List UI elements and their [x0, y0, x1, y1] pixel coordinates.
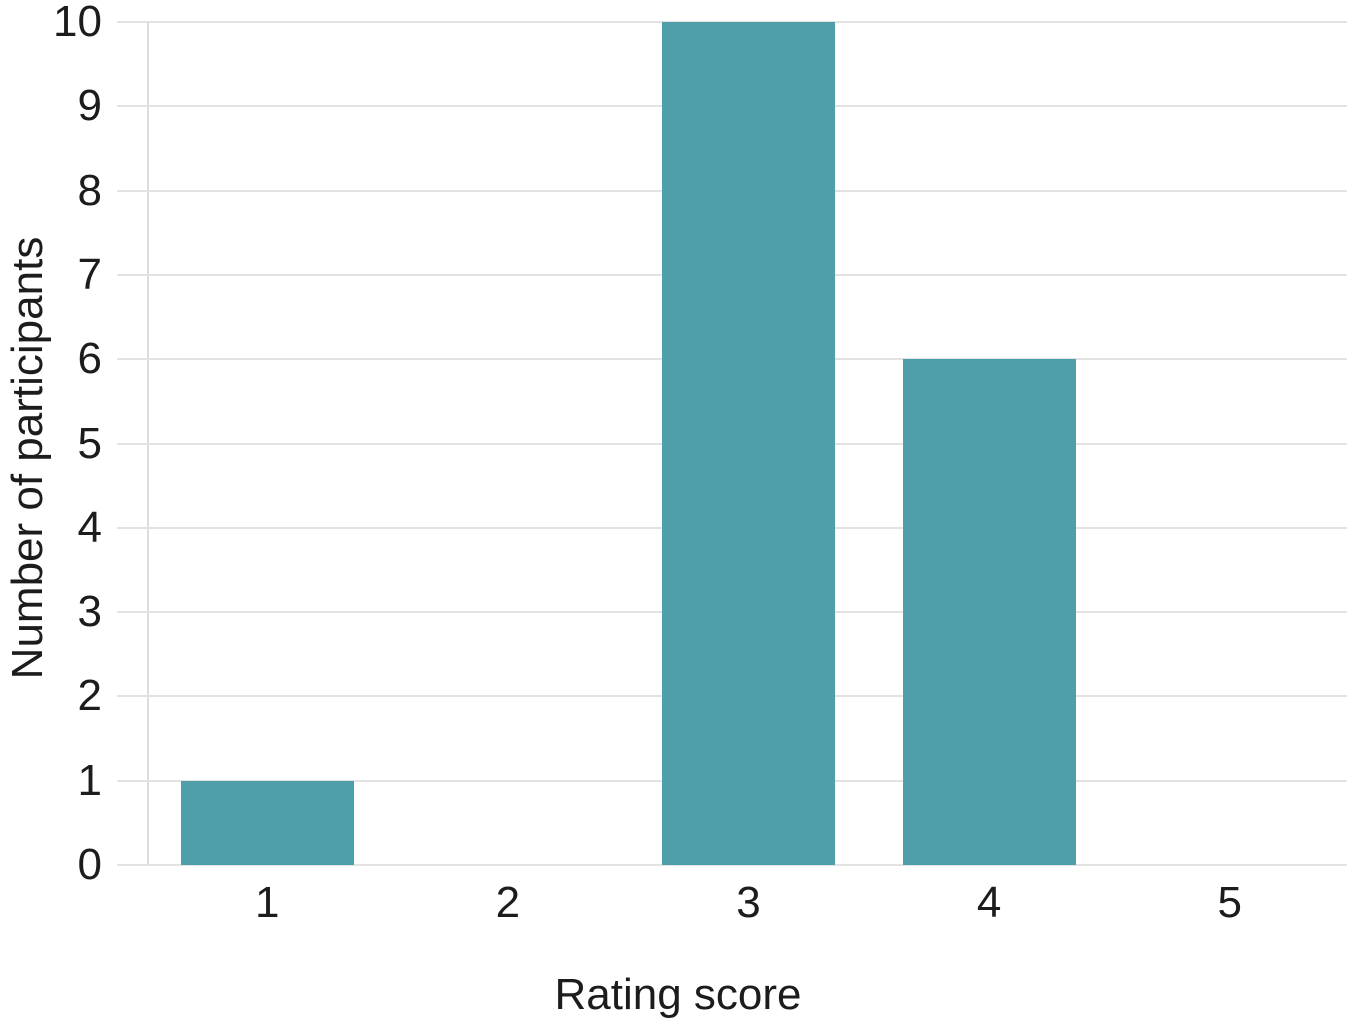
y-tick-label-4: 4 [77, 502, 102, 552]
y-axis-title: Number of participants [3, 236, 52, 680]
x-tick-label-4: 4 [976, 878, 1002, 927]
y-tick-label-1: 1 [77, 755, 102, 805]
y-tick-label-0: 0 [77, 840, 102, 889]
y-tick-label-6: 6 [77, 334, 102, 384]
plot-area: 0 1 2 3 4 5 6 7 8 9 10 1 2 3 4 5 [53, 0, 1350, 925]
y-tick-label-5: 5 [77, 418, 102, 468]
bar-category-3 [662, 22, 835, 865]
y-tick-label-2: 2 [77, 671, 102, 721]
bar-category-4 [902, 359, 1076, 865]
x-tick-label-2: 2 [495, 878, 521, 927]
bar-category-1 [180, 780, 354, 865]
y-tick-label-10: 10 [53, 0, 102, 46]
x-tick-label-3: 3 [736, 878, 761, 927]
y-tick-label-7: 7 [77, 249, 102, 299]
x-tick-label-5: 5 [1217, 878, 1242, 927]
y-tick-label-9: 9 [77, 81, 102, 131]
x-tick-label-1: 1 [255, 878, 280, 927]
x-axis-title: Rating score [554, 970, 802, 1019]
y-tick-label-8: 8 [77, 165, 102, 215]
y-tick-label-3: 3 [77, 587, 102, 637]
gridline-y-0 [117, 864, 1347, 866]
